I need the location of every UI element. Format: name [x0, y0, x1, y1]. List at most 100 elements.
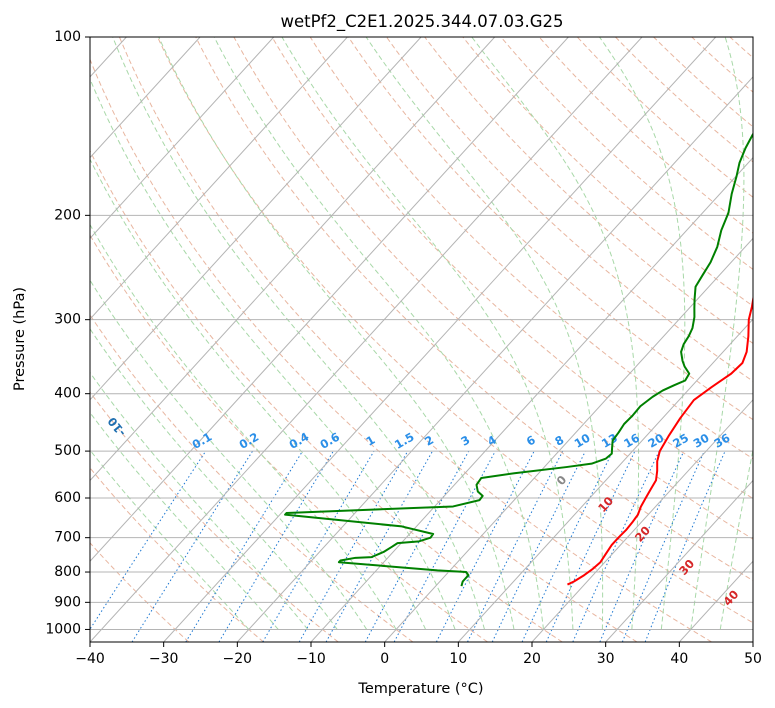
moist-adiabat-line: [471, 37, 640, 630]
x-tick-label: 10: [449, 651, 467, 667]
x-tick-label: −30: [149, 651, 179, 667]
x-tick-label: 20: [523, 651, 541, 667]
mixing-ratio-label: 16: [621, 431, 642, 451]
dry-adiabat-line: [233, 37, 753, 540]
y-tick-label: 1000: [45, 621, 81, 637]
y-tick-label: 500: [54, 443, 81, 459]
moist-adiabat-line: [90, 411, 279, 630]
moist-adiabat-label: 30: [676, 557, 697, 578]
y-tick-label: 200: [54, 207, 81, 223]
dry-adiabat-line: [90, 314, 414, 642]
dry-adiabat-line: [90, 542, 190, 642]
mixing-ratio-label: 13: [599, 431, 620, 451]
mixing-ratio-label: 36: [712, 431, 733, 451]
dry-adiabat-line: [768, 37, 775, 642]
mixing-ratio-label: 25: [670, 431, 691, 451]
plot-frame: [89, 36, 754, 643]
dry-adiabat-line: [118, 37, 712, 642]
moist-adiabat-line: [90, 158, 427, 630]
sounding-series: [284, 132, 753, 587]
x-tick-label: −10: [296, 651, 326, 667]
y-tick-label: 400: [54, 386, 81, 402]
moist-adiabat-line: [90, 279, 368, 630]
y-axis-title: Pressure (hPa): [12, 287, 28, 391]
dry-adiabat-line: [271, 37, 753, 500]
isotherm-line: [90, 37, 422, 401]
isotherm-line: [90, 37, 569, 563]
isotherm-line: [90, 37, 643, 642]
mixing-ratio-line: [262, 450, 375, 642]
isotherm-line: [605, 479, 753, 642]
mixing-ratio-label: 6: [524, 433, 538, 449]
x-tick-label: −40: [75, 651, 105, 667]
moist-adiabat-line: [719, 447, 753, 630]
moist-adiabat-label: 0: [554, 473, 570, 488]
dry-adiabats: [90, 37, 775, 642]
x-axis: −40 −30 −20 −10 0 10 20 30 40 50: [75, 642, 762, 667]
dry-adiabat-line: [576, 37, 753, 198]
mixing-ratio-line: [491, 450, 586, 642]
mixing-ratio-line: [364, 450, 470, 642]
mixing-ratio-label: 1: [364, 433, 378, 449]
dry-adiabat-line: [538, 37, 753, 234]
dry-adiabat-line: [653, 37, 753, 128]
dry-adiabat-line: [157, 37, 753, 624]
mixing-ratio-line: [599, 450, 685, 642]
y-tick-label: 700: [54, 530, 81, 546]
mixing-ratio-label: 20: [645, 431, 666, 451]
isotherm-grid: [90, 37, 753, 642]
moist-adiabats: [90, 37, 753, 630]
moist-adiabat-line: [158, 37, 515, 630]
mixing-ratio-line: [621, 450, 705, 642]
y-tick-label: 800: [54, 564, 81, 580]
x-tick-label: −20: [223, 651, 253, 667]
isotherm-line: [384, 237, 753, 642]
moist-adiabat-line: [90, 449, 250, 630]
mixing-ratio-label: 3: [458, 433, 472, 449]
mixing-ratio-line: [185, 450, 303, 642]
mixing-ratio-line: [298, 450, 409, 642]
x-axis-title: Temperature (°C): [357, 681, 483, 697]
mixing-ratio-line: [467, 450, 564, 642]
mixing-ratio-label: 10: [572, 431, 593, 451]
mixing-ratio-lines: [90, 450, 726, 642]
isotherm-line: [90, 37, 275, 240]
moist-adiabat-line: [213, 37, 544, 630]
isotherm-line: [236, 76, 753, 642]
mixing-ratio-label: 30: [691, 431, 712, 451]
dry-adiabat-line: [462, 37, 753, 307]
isotherm-line: [90, 37, 496, 482]
moist-adiabat-line: [112, 37, 486, 630]
dry-adiabat-line: [90, 391, 339, 642]
isotherm-line: [531, 399, 753, 642]
mixing-ratio-line: [572, 450, 660, 642]
mixing-ratio-line: [218, 450, 334, 642]
x-tick-label: 50: [744, 651, 762, 667]
y-axis: 1000 900 800 700 600 500 400 300 200 100: [45, 29, 90, 637]
moist-adiabat-line: [599, 37, 686, 630]
isotherm-line: [163, 37, 717, 642]
x-tick-label: 30: [597, 651, 615, 667]
moist-adiabat-line: [90, 371, 309, 630]
moist-adiabat-line: [365, 37, 604, 630]
dry-adiabat-line: [90, 58, 638, 642]
isotherm-line: [90, 37, 348, 320]
temperature-profile-line: [567, 294, 753, 586]
mixing-ratio-line: [545, 450, 636, 642]
moist-adiabat-line: [90, 77, 456, 630]
moist-adiabat-line: [90, 327, 338, 630]
mixing-ratio-line: [521, 450, 614, 642]
isotherm-line: [90, 37, 201, 159]
moist-adiabat-line: [90, 223, 397, 630]
mixing-ratio-label: 4: [485, 433, 499, 449]
background-line-labels: -100-90-80-70-60-50-40-30-20-10010203040…: [105, 414, 742, 608]
isotherm-line: [457, 318, 753, 642]
y-tick-label: 100: [54, 29, 81, 45]
y-tick-label: 600: [54, 490, 81, 506]
x-tick-label: 40: [670, 651, 688, 667]
dry-adiabat-line: [347, 37, 753, 421]
dry-adiabat-line: [615, 37, 753, 163]
plot-area: -100-90-80-70-60-50-40-30-20-10010203040…: [90, 37, 775, 642]
dry-adiabat-label: -10: [105, 414, 129, 439]
